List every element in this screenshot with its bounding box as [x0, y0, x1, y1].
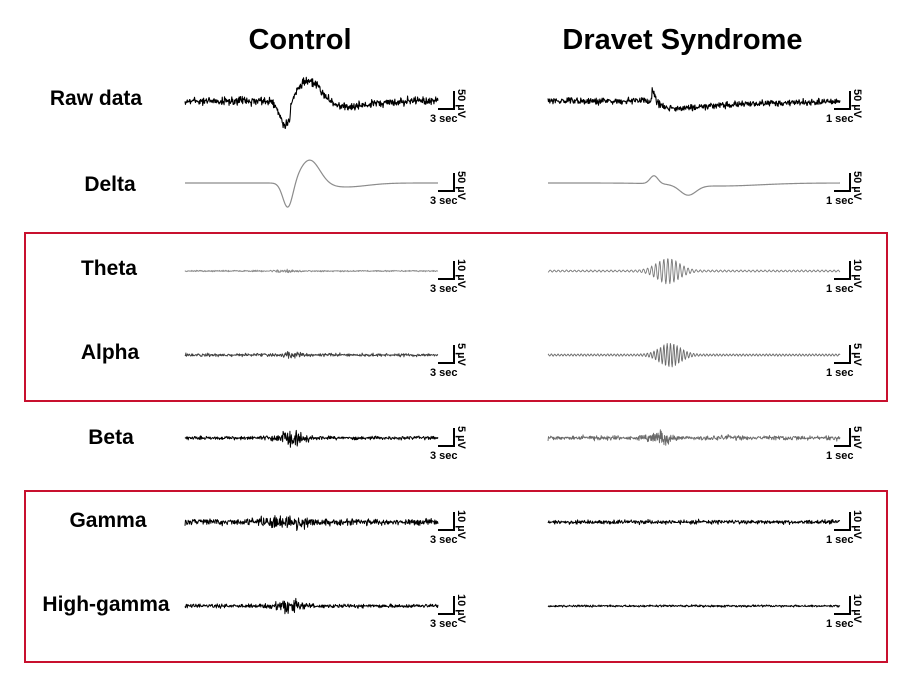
- control-delta-trace: [184, 159, 439, 208]
- row-label-raw-data: Raw data: [49, 87, 143, 110]
- scale-time-label: 3 sec: [430, 195, 458, 207]
- scale-amp-label: 5 µV: [455, 426, 467, 450]
- row-label-delta: Delta: [84, 173, 136, 196]
- scale-amp-label: 50 µV: [851, 89, 863, 119]
- control-beta-trace: [184, 429, 439, 448]
- scale-time-label: 1 sec: [826, 367, 854, 379]
- dravet-delta-trace: [547, 175, 841, 196]
- scale-amp-label: 50 µV: [455, 89, 467, 119]
- scale-time-label: 1 sec: [826, 195, 854, 207]
- scale-amp-label: 5 µV: [455, 343, 467, 367]
- scale-time-label: 1 sec: [826, 283, 854, 295]
- scale-amp-label: 10 µV: [455, 594, 467, 624]
- control-gamma-trace: [184, 515, 439, 531]
- row-label-high-gamma: High-gamma: [42, 593, 170, 616]
- row-label-alpha: Alpha: [80, 341, 140, 364]
- dravet-alpha-trace: [547, 343, 841, 368]
- row-label-beta: Beta: [88, 426, 134, 449]
- control-theta-trace: [184, 268, 439, 274]
- dravet-raw-data-trace: [547, 87, 841, 112]
- dravet-high-gamma-trace: [547, 604, 841, 608]
- dravet-gamma-trace: [547, 518, 841, 526]
- scale-time-label: 1 sec: [826, 618, 854, 630]
- scale-time-label: 3 sec: [430, 367, 458, 379]
- scale-amp-label: 10 µV: [455, 259, 467, 289]
- scale-amp-label: 10 µV: [851, 259, 863, 289]
- column-title-control: Control: [248, 24, 352, 56]
- scale-time-label: 3 sec: [430, 113, 458, 125]
- scale-amp-label: 50 µV: [851, 171, 863, 201]
- column-title-dravet: Dravet Syndrome: [562, 24, 803, 56]
- scale-time-label: 1 sec: [826, 534, 854, 546]
- scale-amp-label: 50 µV: [455, 171, 467, 201]
- scale-amp-label: 10 µV: [851, 510, 863, 540]
- scale-time-label: 3 sec: [430, 283, 458, 295]
- row-label-theta: Theta: [80, 257, 137, 280]
- control-traces: [184, 76, 439, 615]
- highlight-box-theta-alpha: [24, 232, 888, 402]
- scale-time-label: 1 sec: [826, 113, 854, 125]
- scale-time-label: 3 sec: [430, 618, 458, 630]
- scale-amp-label: 5 µV: [851, 343, 863, 367]
- control-high-gamma-trace: [184, 597, 439, 615]
- highlight-box-gamma-highgamma: [24, 490, 888, 663]
- row-label-gamma: Gamma: [69, 509, 147, 532]
- scale-amp-label: 5 µV: [851, 426, 863, 450]
- scale-amp-label: 10 µV: [455, 510, 467, 540]
- scale-time-label: 1 sec: [826, 450, 854, 462]
- dravet-traces: [547, 87, 841, 608]
- scale-time-label: 3 sec: [430, 450, 458, 462]
- control-raw-data-trace: [184, 76, 439, 129]
- dravet-theta-trace: [547, 258, 841, 285]
- dravet-beta-trace: [547, 429, 841, 446]
- control-alpha-trace: [184, 350, 439, 359]
- scale-amp-label: 10 µV: [851, 594, 863, 624]
- scale-time-label: 3 sec: [430, 534, 458, 546]
